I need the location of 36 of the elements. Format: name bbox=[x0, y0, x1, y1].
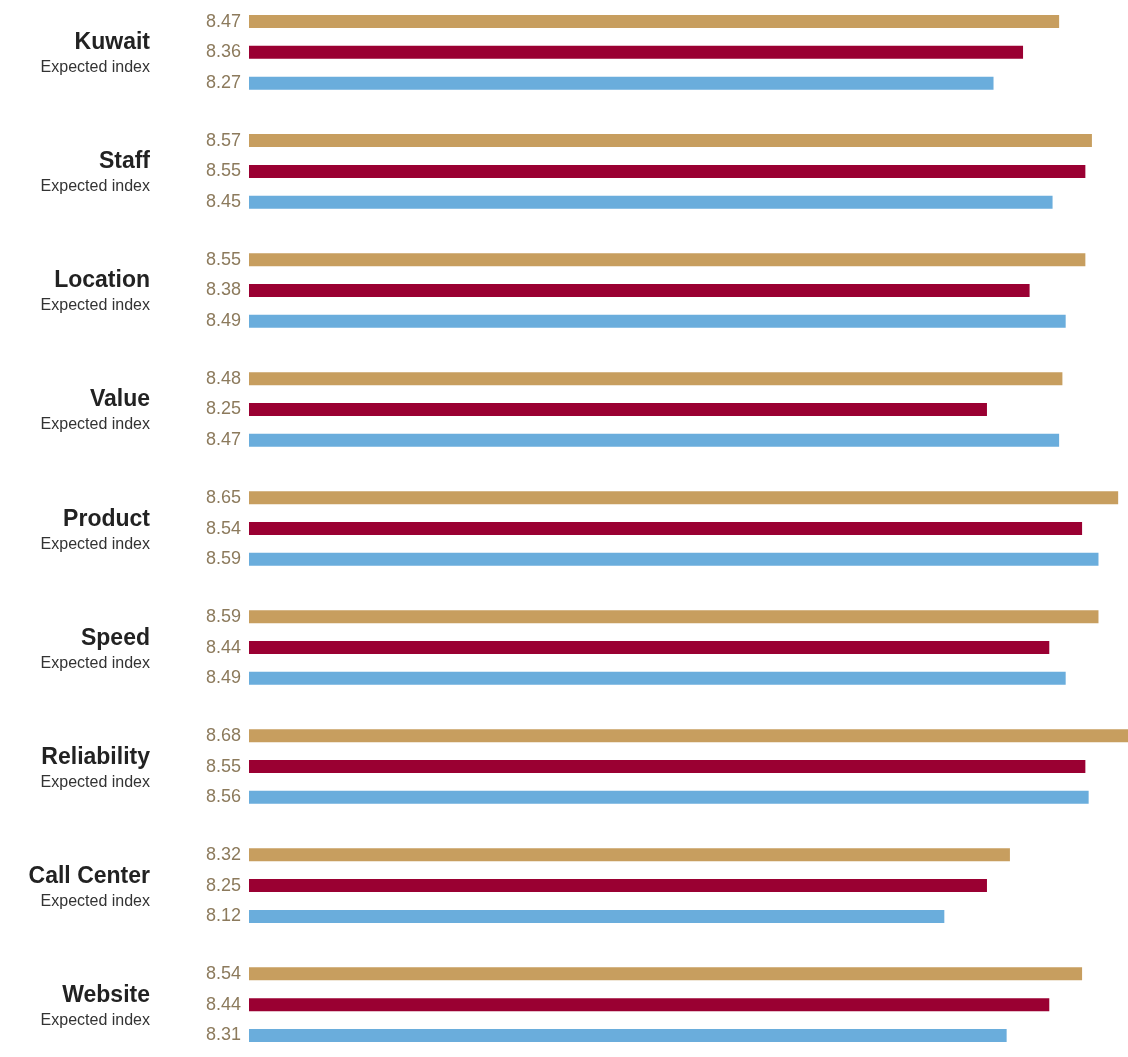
category-label: Website Expected index bbox=[40, 980, 150, 1028]
category-label: Speed Expected index bbox=[40, 623, 150, 671]
data-label: 8.59 bbox=[205, 548, 241, 569]
data-label: 8.32 bbox=[205, 843, 241, 864]
data-label: 8.49 bbox=[205, 667, 241, 688]
category-label: Call Center Expected index bbox=[28, 861, 150, 909]
data-label: 8.12 bbox=[205, 905, 241, 926]
data-label: 8.56 bbox=[205, 786, 241, 807]
data-label: 8.47 bbox=[205, 10, 241, 31]
data-label: 8.47 bbox=[205, 429, 241, 450]
category-label: Value Expected index bbox=[40, 385, 150, 433]
data-label: 8.49 bbox=[205, 310, 241, 331]
data-label: 8.38 bbox=[205, 279, 241, 300]
category-label: Product Expected index bbox=[40, 504, 150, 552]
data-label: 8.54 bbox=[205, 962, 241, 983]
data-label: 8.44 bbox=[205, 993, 241, 1014]
data-label: 8.54 bbox=[205, 517, 241, 538]
category-label: Location Expected index bbox=[40, 266, 150, 314]
data-label: 8.55 bbox=[205, 248, 241, 269]
data-label: 8.25 bbox=[205, 874, 241, 895]
category-label: Kuwait Expected index bbox=[40, 28, 150, 76]
data-label: 8.31 bbox=[205, 1024, 241, 1045]
data-label: 8.44 bbox=[205, 636, 241, 657]
data-label: 8.57 bbox=[205, 129, 241, 150]
data-label: 8.59 bbox=[205, 605, 241, 626]
data-label: 8.45 bbox=[205, 191, 241, 212]
data-label: 8.25 bbox=[205, 398, 241, 419]
category-label: Reliability Expected index bbox=[40, 742, 150, 790]
data-label: 8.55 bbox=[205, 755, 241, 776]
category-label: Staff Expected index bbox=[40, 147, 150, 195]
data-label: 8.48 bbox=[205, 367, 241, 388]
data-label: 8.55 bbox=[205, 160, 241, 181]
data-label: 8.36 bbox=[205, 41, 241, 62]
data-label: 8.68 bbox=[205, 724, 241, 745]
data-label: 8.27 bbox=[205, 72, 241, 93]
data-label: 8.65 bbox=[205, 486, 241, 507]
